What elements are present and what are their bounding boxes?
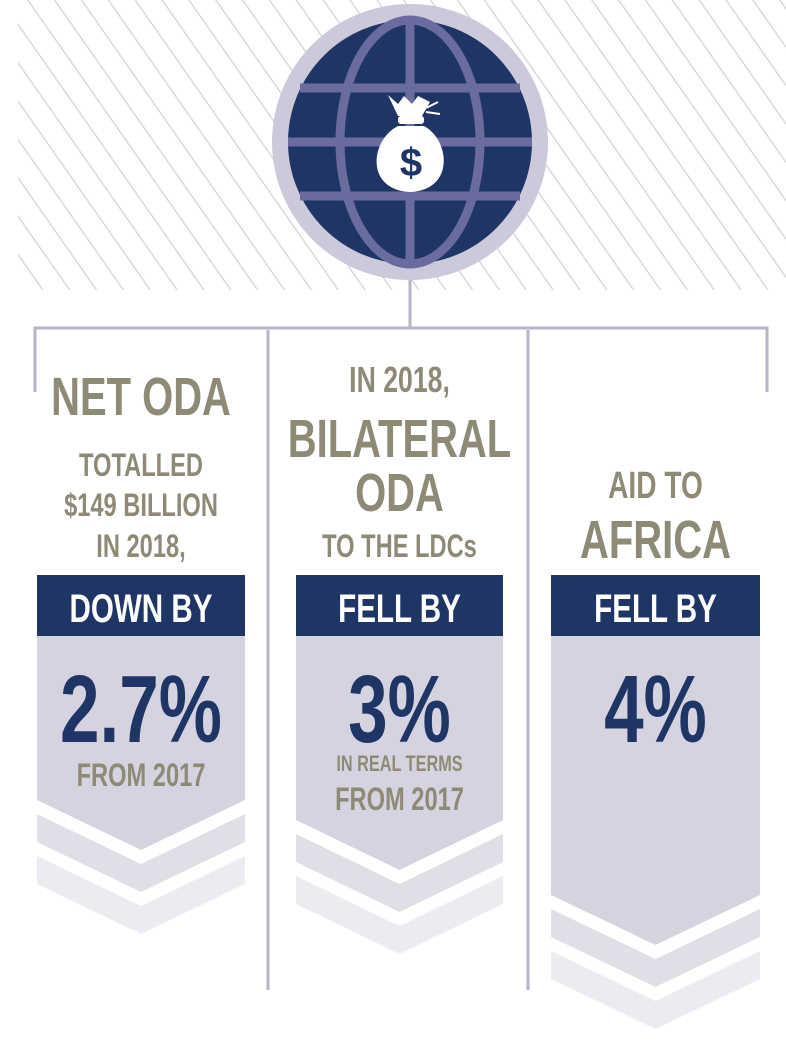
value-panel	[296, 636, 503, 870]
text-line: 4%	[604, 656, 707, 763]
text-line: TOTALLED	[79, 448, 203, 483]
text-line: BILATERAL	[288, 409, 511, 469]
chevron-layer	[551, 909, 760, 987]
value-panel	[551, 636, 760, 945]
text-line: IN REAL TERMS	[336, 752, 462, 777]
banner	[296, 575, 503, 636]
text-line: FELL BY	[338, 587, 461, 631]
text-line: FELL BY	[594, 587, 717, 631]
banner	[551, 575, 760, 636]
text-line: ODA	[355, 463, 444, 523]
text-line: AID TO	[608, 465, 703, 507]
value-panel	[37, 636, 245, 850]
chevron-layer	[37, 856, 245, 934]
text-line: 3%	[348, 656, 451, 763]
text-line: TO THE LDCs	[322, 529, 477, 564]
chevron-layer	[296, 834, 503, 912]
text-line: DOWN BY	[69, 587, 212, 631]
chevron-layer	[37, 814, 245, 892]
text-line: NET ODA	[51, 367, 231, 427]
globe-icon: $	[272, 4, 548, 280]
text-line: FROM 2017	[77, 758, 206, 793]
chevron-layer	[551, 951, 760, 1029]
chevron-layer	[296, 876, 503, 954]
text-line: 2.7%	[60, 656, 222, 763]
text-line: FROM 2017	[335, 782, 464, 817]
text-line: $149 BILLION	[64, 488, 218, 523]
text-line: AFRICA	[580, 510, 731, 570]
text-line: IN 2018,	[349, 359, 450, 400]
connector	[33, 270, 769, 990]
svg-text:$: $	[400, 141, 422, 185]
banner	[37, 575, 245, 636]
text-line: IN 2018,	[96, 529, 185, 564]
